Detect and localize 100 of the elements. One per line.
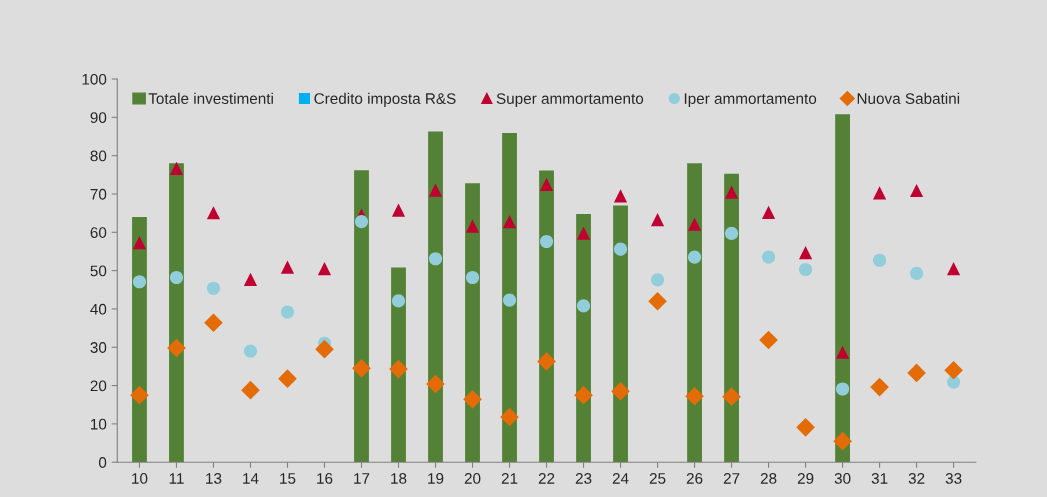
- point: [873, 253, 887, 267]
- point: [685, 386, 704, 406]
- point: [611, 382, 630, 401]
- x-tick-label: 21: [501, 473, 518, 484]
- y-tick-label: 60: [90, 227, 107, 238]
- point: [243, 344, 258, 358]
- x-tick-label: 29: [797, 473, 814, 484]
- point: [947, 262, 961, 276]
- point: [315, 339, 334, 359]
- point: [169, 270, 184, 285]
- point: [169, 161, 184, 175]
- point: [650, 273, 665, 287]
- point: [539, 234, 554, 249]
- legend-label: Totale investimenti: [148, 92, 273, 104]
- point: [426, 374, 445, 394]
- x-tick-label: 31: [871, 473, 888, 484]
- x-tick-label: 10: [132, 473, 148, 484]
- y-tick-label: 30: [90, 342, 107, 353]
- point: [463, 390, 482, 409]
- x-tick-label: 23: [575, 473, 592, 484]
- point: [428, 252, 443, 266]
- bar: [428, 131, 443, 463]
- bar: [576, 213, 591, 463]
- x-tick-label: 30: [834, 473, 851, 484]
- x-tick-label: 19: [428, 473, 444, 484]
- point: [910, 183, 924, 198]
- bar: [539, 170, 554, 463]
- point: [796, 418, 815, 437]
- point: [687, 217, 702, 231]
- y-tick-label: 40: [90, 303, 107, 315]
- point: [280, 260, 295, 274]
- point: [870, 377, 889, 397]
- legend-label: Iper ammortamento: [684, 93, 817, 108]
- point: [317, 262, 332, 276]
- point: [907, 363, 926, 383]
- point: [132, 275, 147, 289]
- x-tick-label: 27: [723, 473, 740, 484]
- x-tick-label: 14: [243, 473, 259, 484]
- point: [241, 380, 260, 400]
- x-tick-label: 17: [354, 473, 370, 484]
- point: [465, 219, 480, 233]
- point: [574, 385, 593, 405]
- point: [130, 385, 149, 405]
- point: [873, 186, 887, 200]
- point: [761, 205, 776, 219]
- legend-label: Nuova Sabatini: [857, 92, 960, 104]
- point: [687, 250, 702, 264]
- point: [613, 189, 628, 203]
- point: [722, 387, 741, 406]
- x-tick-label: 24: [612, 473, 629, 484]
- bar: [169, 163, 184, 463]
- point: [167, 338, 186, 358]
- bar: [687, 163, 702, 463]
- point: [910, 266, 924, 280]
- point: [798, 246, 813, 260]
- point: [724, 226, 739, 241]
- x-tick-label: 26: [686, 473, 703, 484]
- point: [428, 183, 443, 197]
- legend-label: Super ammortamento: [496, 93, 644, 108]
- point: [500, 407, 519, 427]
- y-tick-label: 90: [90, 112, 107, 124]
- y-tick-label: 70: [90, 188, 107, 200]
- bar: [354, 170, 369, 463]
- bar: [391, 267, 406, 463]
- x-tick-label: 16: [317, 473, 333, 484]
- point: [944, 360, 963, 380]
- bar: [613, 205, 628, 463]
- x-tick-label: 18: [391, 473, 407, 484]
- y-tick-label: 20: [90, 380, 107, 392]
- point: [354, 214, 369, 229]
- x-tick-label: 20: [464, 473, 481, 484]
- y-tick-label: 50: [90, 265, 107, 277]
- point: [833, 431, 852, 451]
- x-tick-label: 28: [760, 473, 777, 484]
- y-tick-label: 100: [82, 73, 107, 85]
- point: [537, 352, 556, 371]
- point: [613, 242, 628, 256]
- point: [759, 330, 778, 350]
- point: [539, 177, 554, 191]
- point: [502, 214, 517, 229]
- legend-label: Credito imposta R&S: [314, 92, 456, 108]
- point: [724, 185, 739, 199]
- x-tick-label: 11: [169, 473, 184, 484]
- point: [835, 345, 850, 359]
- point: [761, 250, 776, 264]
- point: [650, 213, 665, 227]
- point: [278, 369, 297, 388]
- x-tick-label: 25: [649, 473, 666, 484]
- y-tick-label: 0: [98, 457, 107, 468]
- point: [648, 291, 667, 311]
- point: [206, 281, 221, 295]
- point: [576, 226, 591, 240]
- x-tick-label: 13: [206, 473, 222, 484]
- y-tick-label: 10: [91, 418, 107, 430]
- point: [352, 359, 371, 378]
- point: [798, 262, 813, 277]
- point: [391, 294, 406, 308]
- bar: [465, 183, 480, 463]
- y-tick-label: 80: [90, 150, 107, 162]
- point: [243, 272, 258, 287]
